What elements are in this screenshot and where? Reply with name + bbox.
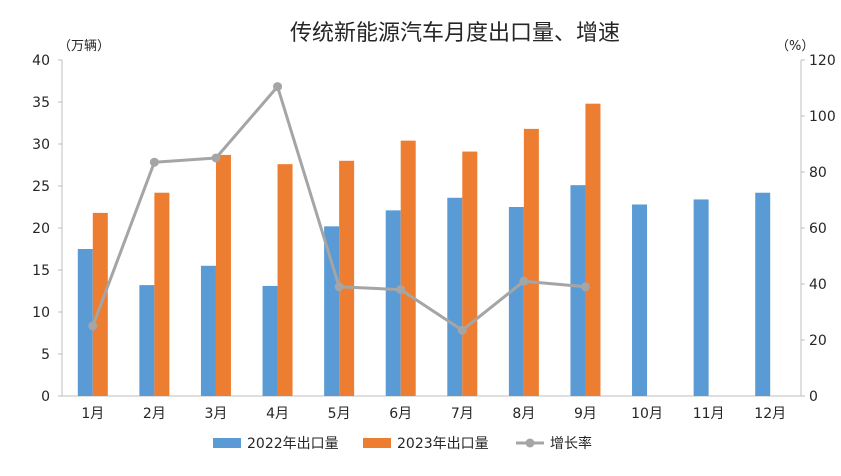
line-point-9月 <box>580 282 590 292</box>
bars-layer <box>77 103 771 397</box>
bar-2022年出口量-2月 <box>139 285 155 396</box>
left-tick-label: 30 <box>32 137 50 153</box>
axes-layer: 0 5 10 15 20 25 30 35 40 0 20 40 60 80 100 120 1月 2月 3月 4月 5… <box>32 53 836 422</box>
legend-label: 增长率 <box>550 435 592 452</box>
legend-marker <box>525 438 535 448</box>
bar-2022年出口量-6月 <box>385 210 401 396</box>
bar-2023年出口量-4月 <box>277 164 293 396</box>
line-point-1月 <box>88 321 98 331</box>
right-tick-label: 100 <box>809 109 836 125</box>
right-tick-label: 120 <box>809 53 836 69</box>
legend-swatch <box>213 438 241 448</box>
right-tick-label: 0 <box>809 389 818 405</box>
line-point-7月 <box>457 325 467 335</box>
bar-2022年出口量-7月 <box>447 197 463 396</box>
x-tick-label: 3月 <box>204 406 227 422</box>
x-tick-label: 6月 <box>389 406 412 422</box>
bar-2023年出口量-9月 <box>585 103 601 397</box>
line-point-3月 <box>211 153 221 163</box>
left-tick-label: 10 <box>32 305 50 321</box>
x-tick-label: 1月 <box>81 406 104 422</box>
legend: 2022年出口量 2023年出口量 增长率 <box>213 435 592 452</box>
legend-label: 2023年出口量 <box>397 436 489 452</box>
bar-2023年出口量-7月 <box>462 151 478 396</box>
x-tick-label: 4月 <box>266 406 289 422</box>
legend-swatch <box>363 438 391 448</box>
chart-title: 传统新能源汽车月度出口量、增速 <box>290 21 620 46</box>
x-tick-label: 11月 <box>693 406 725 422</box>
bar-2022年出口量-4月 <box>262 285 278 396</box>
left-tick-label: 15 <box>32 263 50 279</box>
right-axis-unit: （%） <box>776 39 814 54</box>
line-layer <box>88 82 590 335</box>
left-tick-label: 20 <box>32 221 50 237</box>
left-tick-label: 40 <box>32 53 50 69</box>
bar-2022年出口量-5月 <box>324 226 340 396</box>
line-point-5月 <box>334 282 344 292</box>
x-tick-label: 2月 <box>143 406 166 422</box>
x-tick-label: 10月 <box>631 406 663 422</box>
right-tick-label: 20 <box>809 333 827 349</box>
left-tick-label: 25 <box>32 179 50 195</box>
right-tick-label: 80 <box>809 165 827 181</box>
bar-2022年出口量-12月 <box>755 192 771 396</box>
bar-2023年出口量-2月 <box>154 192 170 396</box>
bar-2023年出口量-6月 <box>400 140 416 396</box>
x-tick-label: 12月 <box>754 406 786 422</box>
line-point-8月 <box>519 276 529 286</box>
left-tick-label: 0 <box>41 389 50 405</box>
bar-2022年出口量-9月 <box>570 185 586 396</box>
x-tick-label: 5月 <box>328 406 351 422</box>
left-axis-unit: （万辆） <box>58 39 110 54</box>
line-point-4月 <box>273 82 283 92</box>
bar-2022年出口量-3月 <box>200 265 216 396</box>
bar-2022年出口量-1月 <box>77 249 93 396</box>
left-tick-label: 5 <box>41 347 50 363</box>
right-tick-label: 40 <box>809 277 827 293</box>
x-tick-label: 8月 <box>512 406 535 422</box>
line-point-6月 <box>396 285 406 295</box>
x-tick-label: 7月 <box>451 406 474 422</box>
bar-2023年出口量-3月 <box>215 154 231 396</box>
bar-2022年出口量-11月 <box>693 199 709 396</box>
legend-label: 2022年出口量 <box>247 436 339 452</box>
bar-2023年出口量-8月 <box>523 128 539 396</box>
bar-2022年出口量-10月 <box>632 204 648 396</box>
left-tick-label: 35 <box>32 95 50 111</box>
line-point-2月 <box>149 157 159 167</box>
x-tick-label: 9月 <box>574 406 597 422</box>
bar-2023年出口量-5月 <box>339 160 355 396</box>
bar-2022年出口量-8月 <box>508 207 524 396</box>
right-tick-label: 60 <box>809 221 827 237</box>
